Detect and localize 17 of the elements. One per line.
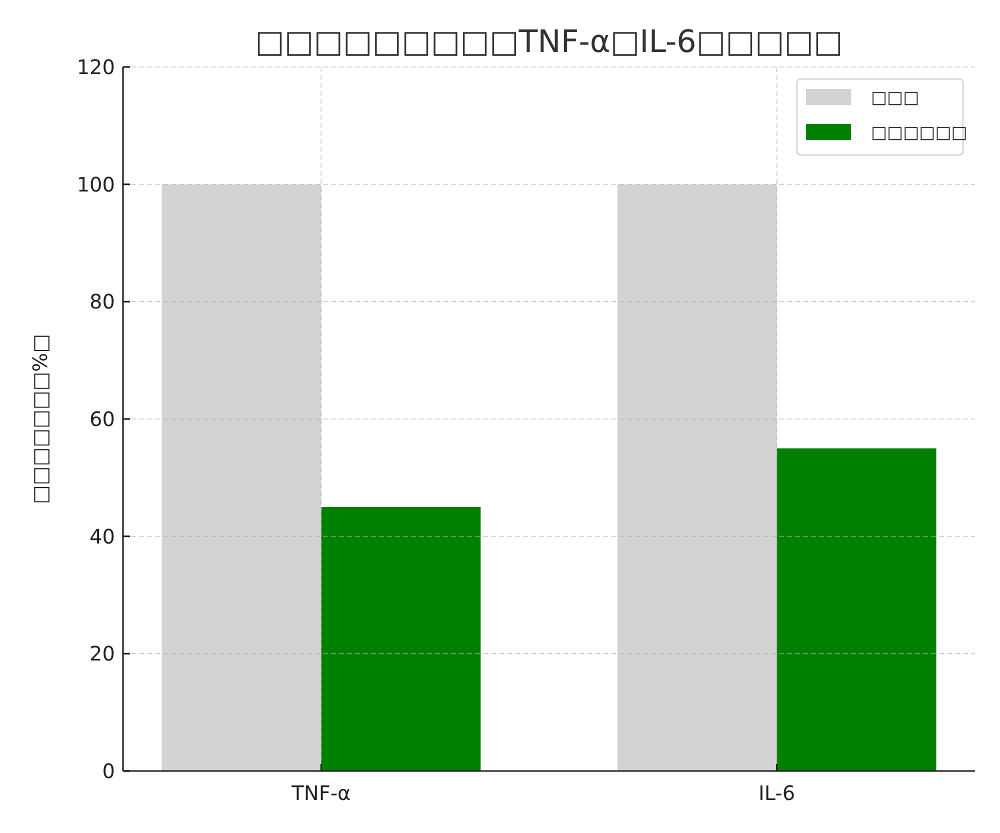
y-tick-label: 60	[90, 407, 115, 431]
x-tick-label: IL-6	[758, 781, 796, 805]
bar	[321, 507, 481, 771]
chart-title: □□□□□□□□□TNF-α□IL-6□□□□□	[255, 24, 843, 60]
y-axis-title: □□□□□□□%□	[28, 334, 52, 504]
bar	[162, 184, 322, 771]
y-tick-label: 80	[90, 290, 115, 314]
y-tick-label: 120	[76, 55, 115, 79]
y-tick-label: 0	[102, 759, 115, 783]
legend-label: □□□	[871, 88, 920, 108]
y-tick-label: 40	[90, 524, 115, 548]
x-tick-label: TNF-α	[290, 781, 351, 805]
y-tick-label: 20	[90, 642, 115, 666]
bar	[617, 184, 777, 771]
legend-label: □□□□□□	[871, 122, 968, 143]
bar	[776, 448, 936, 771]
y-tick-label: 100	[76, 172, 115, 196]
